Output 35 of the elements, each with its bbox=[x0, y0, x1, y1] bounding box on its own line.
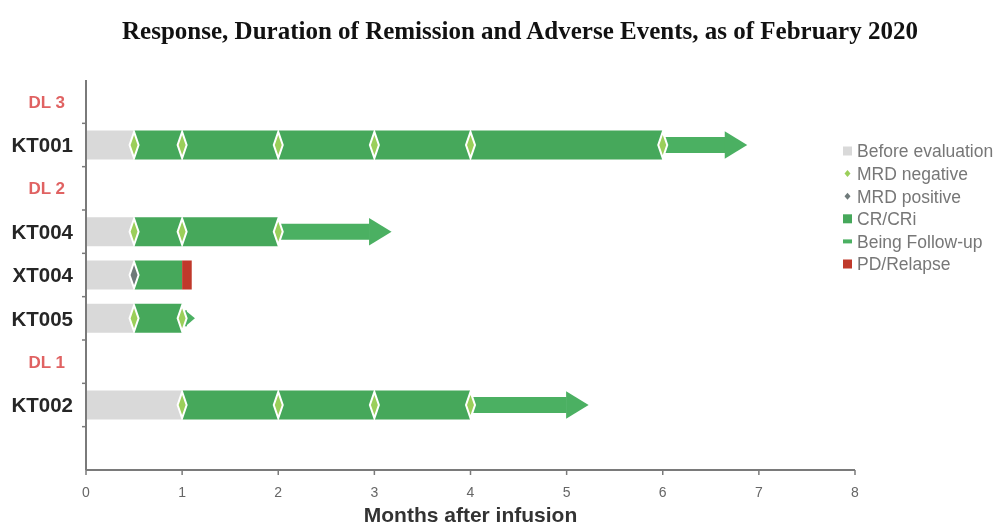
x-tick-label: 0 bbox=[82, 484, 91, 500]
y-tick-label: KT002 bbox=[11, 393, 73, 417]
y-tick-label: DL 2 bbox=[28, 179, 65, 199]
x-tick-label: 3 bbox=[370, 484, 379, 500]
y-tick-label: KT004 bbox=[11, 220, 74, 244]
bar bbox=[182, 390, 471, 420]
bar bbox=[86, 260, 135, 290]
y-tick-label: KT005 bbox=[11, 306, 73, 330]
legend-label: Being Follow-up bbox=[857, 231, 983, 252]
x-tick-label: 6 bbox=[658, 484, 667, 500]
legend-label: Before evaluation bbox=[857, 141, 994, 162]
chart-title: Response, Duration of Remission and Adverse Events, as of February 2020 bbox=[122, 17, 918, 44]
bar bbox=[134, 130, 663, 160]
bar bbox=[134, 217, 279, 247]
bar bbox=[86, 390, 183, 420]
x-tick-label: 8 bbox=[851, 484, 860, 500]
x-tick-label: 4 bbox=[466, 484, 475, 500]
x-tick-label: 1 bbox=[178, 484, 187, 500]
y-tick-label: KT001 bbox=[11, 133, 73, 157]
bar bbox=[86, 217, 135, 247]
x-tick-label: 2 bbox=[274, 484, 283, 500]
legend-label: PD/Relapse bbox=[857, 254, 951, 275]
x-tick-label: 7 bbox=[754, 484, 763, 500]
legend-label: MRD positive bbox=[857, 186, 962, 207]
legend-label: MRD negative bbox=[857, 163, 968, 184]
y-tick-label: DL 1 bbox=[28, 352, 65, 372]
x-tick-label: 5 bbox=[562, 484, 571, 500]
y-tick-label: DL 3 bbox=[28, 92, 65, 112]
bar bbox=[86, 303, 135, 333]
bar bbox=[182, 260, 192, 290]
y-tick-label: XT004 bbox=[12, 263, 74, 287]
bar bbox=[134, 260, 183, 290]
x-axis-title: Months after infusion bbox=[363, 503, 578, 526]
bar bbox=[86, 130, 135, 160]
legend-label: CR/CRi bbox=[857, 209, 917, 230]
